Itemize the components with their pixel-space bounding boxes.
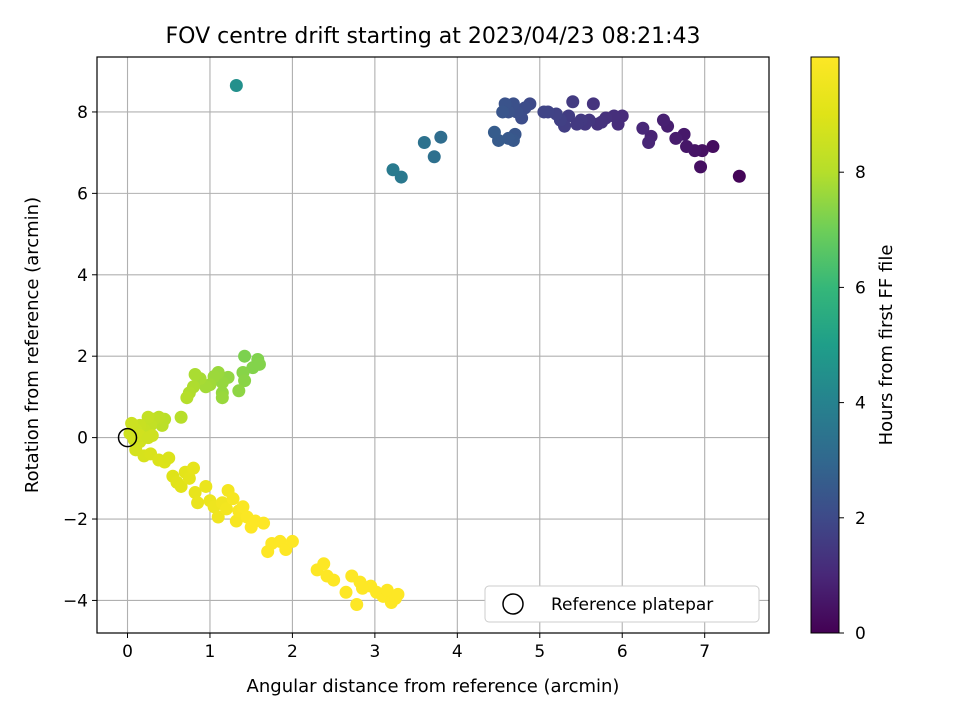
y-axis-ticks: −4 −2 0 2 4 6 8 <box>63 103 97 611</box>
data-point <box>732 169 746 183</box>
data-point <box>327 573 341 587</box>
x-tick-label: 5 <box>534 642 545 662</box>
legend-marker-icon <box>502 593 524 615</box>
data-point <box>174 410 188 424</box>
data-point <box>257 516 271 530</box>
data-point <box>680 140 694 154</box>
data-point <box>350 598 364 612</box>
data-point <box>174 479 188 493</box>
data-point <box>191 496 205 510</box>
data-point <box>229 78 243 92</box>
data-point <box>226 492 240 506</box>
x-tick-label: 4 <box>452 642 463 662</box>
colorbar-tick-label: 8 <box>855 163 866 183</box>
data-point <box>199 479 213 493</box>
colorbar-gradient <box>810 56 840 634</box>
legend-entry-reference: Reference platepar <box>551 595 713 615</box>
colorbar-label: Hours from first FF file <box>876 245 897 446</box>
data-point <box>232 384 246 398</box>
legend-box <box>484 585 760 623</box>
data-point <box>188 486 202 500</box>
data-point <box>417 135 431 149</box>
data-point <box>285 534 299 548</box>
data-point <box>570 117 584 131</box>
data-point <box>386 163 400 177</box>
data-point <box>356 581 370 595</box>
data-point <box>229 514 243 528</box>
reference-marker <box>117 427 138 448</box>
x-axis-ticks: 0 1 2 3 4 5 6 7 <box>122 633 710 662</box>
data-point <box>566 95 580 109</box>
data-point <box>487 125 501 139</box>
x-axis-label: Angular distance from reference (arcmin) <box>247 676 620 697</box>
data-point <box>188 368 202 382</box>
grid-lines <box>97 57 769 633</box>
data-point <box>182 471 196 485</box>
y-axis-label: Rotation from reference (arcmin) <box>22 197 43 493</box>
data-point <box>238 374 252 388</box>
y-tick-label: 0 <box>77 429 88 449</box>
data-point <box>125 416 139 430</box>
data-point <box>391 587 405 601</box>
x-tick-label: 3 <box>369 642 380 662</box>
data-point <box>162 451 176 465</box>
y-tick-label: 4 <box>77 266 88 286</box>
y-tick-label: 8 <box>77 103 88 123</box>
reference-platepar-marker <box>117 427 138 448</box>
data-points <box>123 78 746 612</box>
colorbar: 0 2 4 6 8 Hours from first FF file <box>810 56 897 644</box>
data-point <box>339 585 353 599</box>
data-point <box>317 557 331 571</box>
x-tick-label: 7 <box>699 642 710 662</box>
x-tick-label: 6 <box>617 642 628 662</box>
data-point <box>537 105 551 119</box>
colorbar-tick-label: 6 <box>855 278 866 298</box>
data-point <box>434 130 448 144</box>
data-point <box>427 150 441 164</box>
data-point <box>636 121 650 135</box>
data-point <box>595 115 609 129</box>
chart-title: FOV centre drift starting at 2023/04/23 … <box>166 24 701 49</box>
y-tick-label: −2 <box>63 510 88 530</box>
colorbar-ticks: 0 2 4 6 8 <box>839 163 866 644</box>
colorbar-tick-label: 0 <box>855 624 866 644</box>
y-tick-label: 2 <box>77 347 88 367</box>
data-point <box>642 135 656 149</box>
data-point <box>141 410 155 424</box>
x-tick-label: 2 <box>287 642 298 662</box>
data-point <box>669 131 683 145</box>
data-point <box>656 113 670 127</box>
x-tick-label: 1 <box>205 642 216 662</box>
data-point <box>496 105 510 119</box>
colorbar-tick-label: 4 <box>855 394 866 414</box>
data-point <box>186 461 200 475</box>
colorbar-tick-label: 2 <box>855 509 866 529</box>
data-point <box>501 131 515 145</box>
data-point <box>211 510 225 524</box>
data-point <box>180 391 194 405</box>
data-point <box>694 160 708 174</box>
y-tick-label: −4 <box>63 591 88 611</box>
data-point <box>219 502 233 516</box>
data-point <box>141 431 155 445</box>
data-point <box>586 97 600 111</box>
legend: Reference platepar <box>484 585 760 623</box>
data-point <box>380 583 394 597</box>
data-point <box>215 391 229 405</box>
data-point <box>252 357 266 371</box>
data-point <box>706 140 720 154</box>
x-tick-label: 0 <box>122 642 133 662</box>
data-point <box>236 500 250 514</box>
data-point <box>238 349 252 363</box>
plot-frame <box>96 56 770 634</box>
y-tick-label: 6 <box>77 184 88 204</box>
